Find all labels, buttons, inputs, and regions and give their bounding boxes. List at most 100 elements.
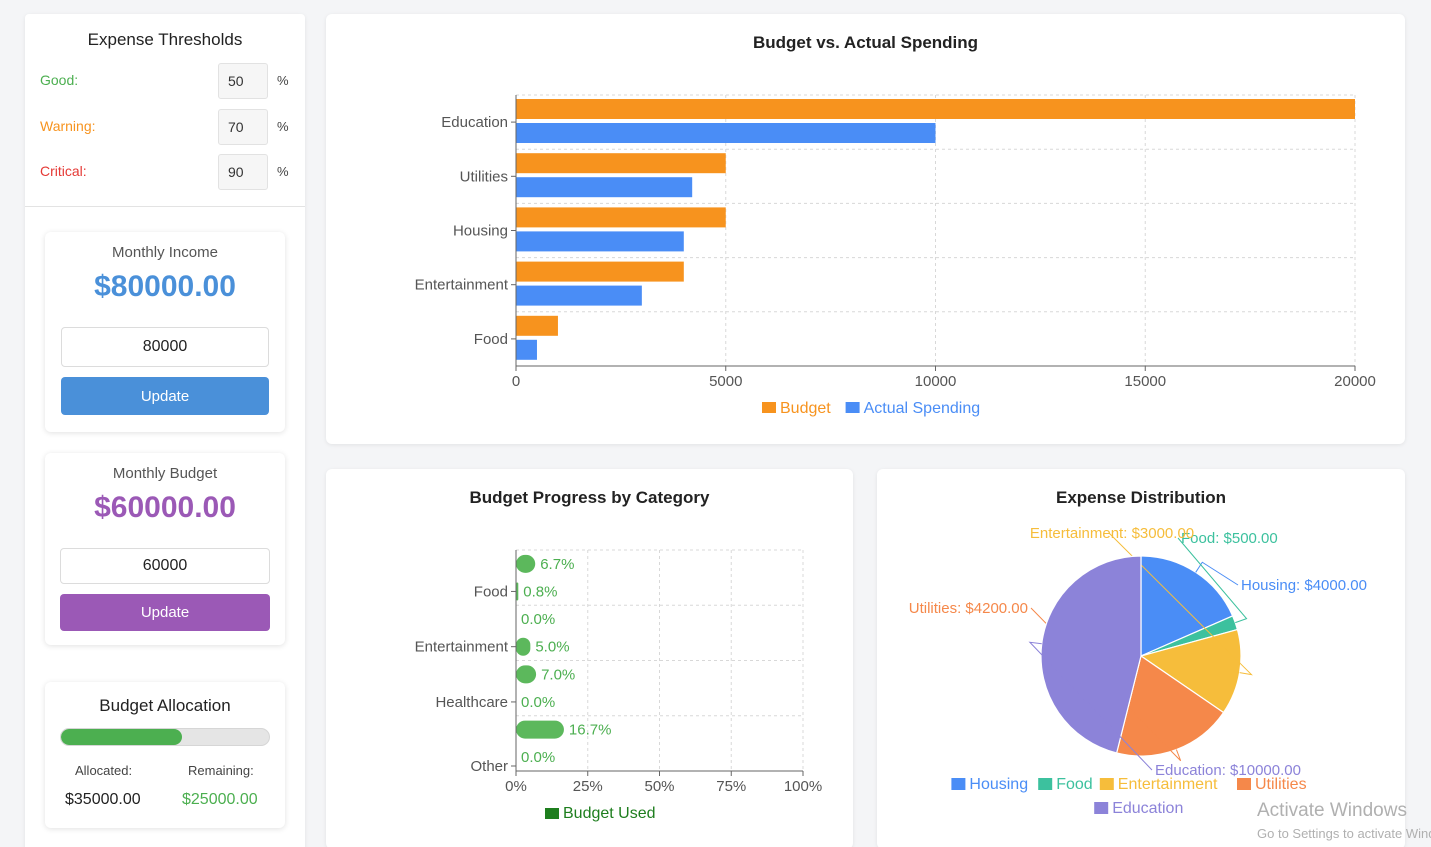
- progress-bar-label: 0.0%: [521, 611, 555, 628]
- bar-budget-entertainment: [516, 261, 684, 282]
- legend-label: Housing: [969, 776, 1028, 793]
- threshold-good-label: Good:: [40, 72, 79, 88]
- x-tick-label: 0: [512, 373, 520, 390]
- legend-swatch: [845, 402, 860, 413]
- x-tick-label: 25%: [573, 778, 603, 795]
- x-tick-label: 0%: [505, 778, 527, 795]
- pie-label: Utilities: $4200.00: [909, 600, 1028, 617]
- x-tick-label: 10000: [915, 373, 957, 390]
- budget-progress-title: Budget Progress by Category: [469, 488, 710, 507]
- bar-actual-spending-education: [516, 123, 936, 143]
- budget-card: Monthly Budget $60000.00 Update: [45, 453, 285, 645]
- pie-label-line: [1028, 641, 1153, 771]
- y-tick-label: Food: [474, 331, 508, 348]
- pie-label-line: [1195, 561, 1239, 586]
- bar-actual-spending-housing: [516, 231, 684, 252]
- pie-slice-utilities: [1115, 655, 1225, 757]
- y-tick-label: Other: [470, 758, 508, 775]
- legend-swatch: [1038, 778, 1053, 790]
- y-tick-label: Housing: [453, 223, 508, 240]
- progress-bar-label: 16.7%: [569, 722, 612, 739]
- activate-windows-watermark: Activate Windows: [1257, 800, 1407, 821]
- legend-label: Budget Used: [563, 805, 656, 822]
- thresholds-title: Expense Thresholds: [87, 30, 243, 49]
- allocation-progress-fill: [61, 729, 183, 745]
- pie-slice-education: [1040, 555, 1142, 754]
- pie-label-line: [1108, 532, 1253, 676]
- y-tick-label: Education: [441, 114, 508, 131]
- threshold-warning-input[interactable]: [218, 109, 268, 145]
- threshold-critical-row: Critical: %: [25, 154, 305, 190]
- budget-label: Monthly Budget: [112, 465, 218, 482]
- budget-vs-actual-chart: Education Utilities Housing Entertainment Fo…: [415, 94, 1376, 417]
- bar-actual-spending-entertainment: [516, 285, 642, 306]
- pie-label: Food: $500.00: [1181, 530, 1278, 547]
- pie-slice-entertainment: [1139, 628, 1242, 714]
- legend-swatch: [1237, 778, 1251, 790]
- legend-label: Actual Spending: [864, 400, 981, 417]
- progress-bar-label: 0.0%: [521, 694, 555, 711]
- allocation-progress-bar: [60, 728, 270, 746]
- progress-bar-label: 0.0%: [521, 749, 555, 766]
- bar-budget-food: [516, 315, 558, 336]
- x-tick-label: 20000: [1334, 373, 1376, 390]
- expense-distribution-title: Expense Distribution: [1055, 488, 1227, 507]
- expense-distribution-panel: Expense Distribution Housing: $4000.00 Fo…: [877, 469, 1405, 847]
- progress-bar-label: 6.7%: [540, 556, 574, 573]
- progress-bar: [516, 582, 519, 601]
- remaining-label: Remaining:: [188, 763, 254, 778]
- remaining-value: $25000.00: [182, 791, 258, 808]
- income-update-button[interactable]: Update: [61, 377, 269, 415]
- progress-bar: [516, 637, 531, 656]
- y-tick-label: Food: [474, 583, 508, 600]
- progress-bar-label: 0.8%: [523, 583, 557, 600]
- x-tick-label: 75%: [716, 778, 746, 795]
- legend-swatch: [545, 808, 559, 819]
- y-tick-label: Entertainment: [415, 277, 509, 294]
- threshold-critical-label: Critical:: [40, 163, 87, 179]
- legend-label: Utilities: [1255, 776, 1307, 793]
- legend-swatch: [1094, 802, 1109, 814]
- budget-amount: $60000.00: [94, 491, 236, 524]
- budget-vs-actual-panel: Budget vs. Actual Spending Education Util…: [326, 14, 1405, 444]
- allocated-value: $35000.00: [65, 791, 141, 808]
- income-label: Monthly Income: [112, 244, 218, 261]
- threshold-good-row: Good: %: [25, 63, 305, 99]
- bar-budget-housing: [516, 207, 726, 228]
- sidebar: Expense Thresholds Good: % Warning: % Cr…: [25, 14, 305, 847]
- x-tick-label: 5000: [709, 373, 742, 390]
- sidebar-divider: [25, 206, 305, 207]
- legend-label: Food: [1056, 776, 1092, 793]
- x-tick-label: 100%: [784, 778, 822, 795]
- threshold-critical-input[interactable]: [218, 154, 268, 190]
- y-tick-label: Entertainment: [415, 639, 509, 656]
- threshold-warning-unit: %: [277, 119, 289, 134]
- progress-bar-label: 7.0%: [541, 666, 575, 683]
- progress-bar-label: 5.0%: [535, 639, 569, 656]
- income-input[interactable]: [61, 327, 269, 367]
- threshold-good-input[interactable]: [218, 63, 268, 99]
- allocated-label: Allocated:: [75, 763, 133, 778]
- pie-label-line: [1177, 537, 1248, 624]
- pie-label: Education: $10000.00: [1155, 762, 1301, 779]
- budget-progress-panel: Budget Progress by Category 6.7% 0.8% 0.0%…: [326, 469, 853, 847]
- activate-windows-subtext: Go to Settings to activate Windows.: [1257, 826, 1431, 841]
- legend-label: Education: [1112, 800, 1183, 817]
- progress-bar: [516, 554, 536, 573]
- y-tick-label: Utilities: [460, 168, 508, 185]
- bar-actual-spending-utilities: [516, 177, 693, 198]
- budget-input[interactable]: [60, 548, 270, 584]
- legend-swatch: [951, 778, 966, 790]
- bar-budget-utilities: [516, 153, 726, 174]
- threshold-good-unit: %: [277, 73, 289, 88]
- threshold-warning-row: Warning: %: [25, 109, 305, 145]
- budget-update-button[interactable]: Update: [60, 594, 270, 631]
- allocation-card: Budget Allocation Allocated: Remaining: …: [45, 682, 285, 828]
- budget-vs-actual-title: Budget vs. Actual Spending: [752, 33, 979, 52]
- y-tick-label: Healthcare: [435, 694, 508, 711]
- legend-label: Entertainment: [1118, 776, 1218, 793]
- x-tick-label: 50%: [644, 778, 674, 795]
- legend-label: Budget: [780, 400, 831, 417]
- progress-bar: [516, 665, 537, 684]
